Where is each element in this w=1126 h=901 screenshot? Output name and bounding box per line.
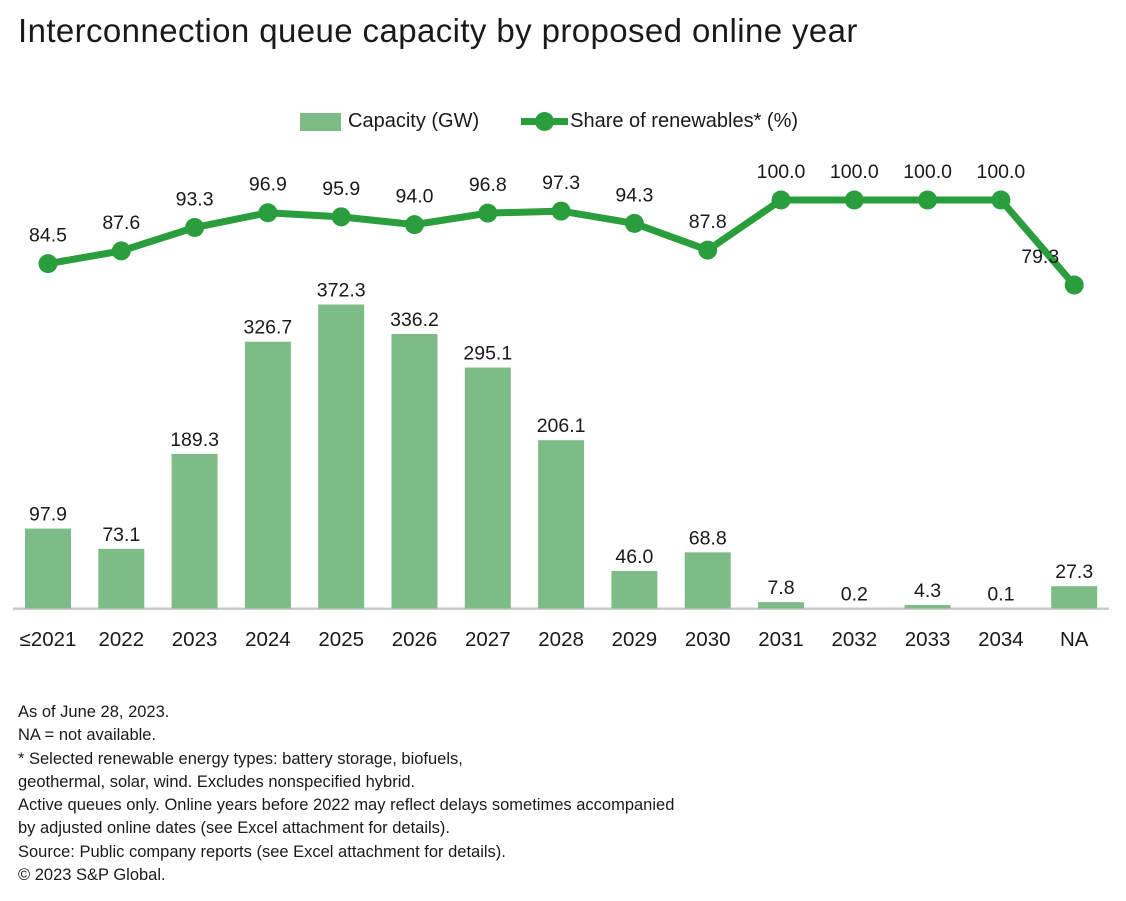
x-axis-label: 2025 [318, 628, 364, 651]
x-axis-label: 2032 [831, 628, 877, 651]
capacity-bar-label: 68.8 [689, 527, 727, 549]
share-point-label: 79.3 [1021, 246, 1059, 268]
legend-capacity-label: Capacity (GW) [348, 110, 480, 132]
share-point [185, 218, 205, 238]
footnote-line: NA = not available. [18, 726, 157, 745]
share-point-label: 94.0 [396, 186, 434, 208]
capacity-bar [538, 440, 585, 609]
capacity-bar [98, 548, 145, 609]
footnote-line: © 2023 S&P Global. [18, 866, 166, 885]
share-point-label: 100.0 [757, 161, 806, 183]
x-axis-line [13, 607, 1109, 610]
share-point-label: 87.8 [689, 211, 727, 233]
share-point [771, 190, 791, 210]
share-point-label: 84.5 [29, 225, 67, 247]
x-axis-label: 2029 [612, 628, 658, 651]
x-axis-label: 2031 [758, 628, 804, 651]
x-axis-label: 2022 [98, 628, 144, 651]
footnote-line: As of June 28, 2023. [18, 703, 170, 721]
footnote-line: Source: Public company reports (see Exce… [18, 842, 506, 861]
capacity-bar-label: 46.0 [615, 546, 653, 568]
x-axis-label: 2026 [392, 628, 438, 651]
share-point-label: 100.0 [976, 161, 1025, 183]
capacity-bar [904, 604, 951, 609]
capacity-bar-label: 27.3 [1055, 561, 1093, 583]
share-point-label: 97.3 [542, 172, 580, 194]
x-axis-label: 2033 [905, 628, 951, 651]
x-axis-label: 2030 [685, 628, 731, 651]
capacity-bar-label: 97.9 [29, 504, 67, 526]
share-point [478, 203, 498, 223]
capacity-bar [758, 602, 804, 609]
share-point [258, 203, 278, 223]
share-point [111, 241, 131, 261]
capacity-bar [611, 570, 658, 609]
capacity-bar-label: 0.1 [987, 583, 1014, 605]
footnote-line: by adjusted online dates (see Excel atta… [18, 819, 450, 838]
share-line-swatch-icon [521, 112, 569, 131]
capacity-bar-label: 372.3 [317, 280, 366, 302]
share-point [918, 190, 938, 210]
x-axis-label: 2023 [172, 628, 218, 651]
share-point [551, 201, 571, 221]
share-point-label: 87.6 [102, 212, 140, 234]
share-point [698, 240, 718, 260]
capacity-bar [25, 528, 71, 609]
share-point [1064, 275, 1084, 295]
legend: Capacity (GW) Share of renewables* (%) [300, 110, 798, 133]
share-point-label: 96.8 [469, 174, 507, 196]
legend-item-share: Share of renewables* (%) [521, 110, 798, 133]
capacity-bar-label: 73.1 [102, 524, 140, 546]
legend-item-capacity: Capacity (GW) [300, 110, 479, 133]
share-point [844, 190, 864, 210]
chart-title: Interconnection queue capacity by propos… [18, 12, 858, 49]
share-line-swatch-dot [535, 112, 555, 131]
capacity-bar [464, 367, 511, 609]
share-point [38, 254, 58, 274]
capacity-bar [244, 341, 291, 609]
share-point [331, 207, 351, 227]
x-axis-label: 2024 [245, 628, 291, 651]
share-point-label: 100.0 [830, 161, 879, 183]
capacity-bar-label: 206.1 [537, 415, 586, 437]
capacity-bar [1051, 586, 1098, 609]
share-point [405, 215, 424, 235]
capacity-bar-swatch-icon [300, 112, 341, 131]
share-point-label: 100.0 [903, 161, 952, 183]
capacity-bar [318, 304, 365, 609]
capacity-bar [171, 453, 218, 609]
footnote-line: * Selected renewable energy types: batte… [18, 749, 463, 768]
capacity-bar [684, 552, 731, 609]
x-axis-label: 2034 [978, 628, 1024, 651]
capacity-bar-label: 4.3 [914, 580, 941, 602]
capacity-bar-label: 326.7 [243, 317, 292, 339]
x-axis-label: 2027 [465, 628, 511, 651]
capacity-bar-label: 7.8 [767, 577, 794, 599]
footnote-line: Active queues only. Online years before … [18, 796, 675, 815]
share-point-label: 94.3 [615, 184, 653, 206]
capacity-bar-label: 295.1 [463, 343, 512, 365]
capacity-bar-label: 0.2 [841, 583, 868, 605]
capacity-bar [391, 333, 438, 609]
x-axis-label: 2028 [538, 628, 584, 651]
share-point-label: 93.3 [176, 189, 214, 211]
capacity-bar-label: 189.3 [170, 429, 219, 451]
x-axis-label: NA [1060, 628, 1089, 651]
share-point-label: 95.9 [322, 178, 360, 200]
footnotes: As of June 28, 2023. NA = not available.… [18, 701, 674, 887]
share-point [991, 190, 1011, 210]
legend-share-label: Share of renewables* (%) [570, 110, 799, 132]
share-point [624, 213, 644, 233]
share-point-label: 96.9 [249, 174, 287, 196]
footnote-line: geothermal, solar, wind. Excludes nonspe… [18, 772, 416, 791]
x-axis-label: ≤2021 [20, 628, 77, 651]
capacity-bar-label: 336.2 [390, 309, 439, 331]
